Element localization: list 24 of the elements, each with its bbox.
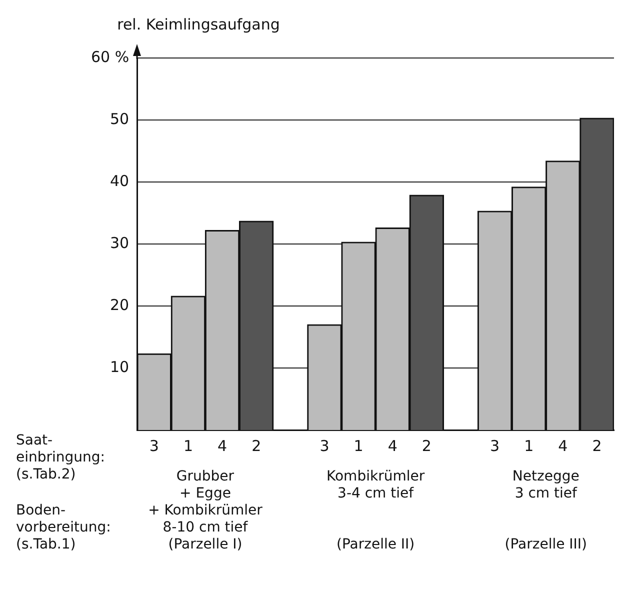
text: Boden- vorbereitung: (s.Tab.1) [16,502,111,553]
y-tick-label: 20 [110,296,130,314]
x-tick-label: 1 [183,436,193,455]
y-tick-label: 30 [110,234,130,252]
x-tick-label: 4 [388,436,398,455]
x-tick-label: 2 [422,436,432,455]
text: Kombikrümler 3-4 cm tief (Parzelle II) [326,468,425,553]
y-tick-label: 40 [110,172,130,190]
x-tick-label: 3 [320,436,330,455]
x-tick-label: 4 [217,436,228,455]
x-tick-label: 1 [354,436,364,455]
y-tick-label: 60 % [91,48,130,66]
text: Saat- einbringung: (s.Tab.2) [16,432,106,483]
x-tick-label: 2 [252,436,262,455]
text: Grubber + Egge + Kombikrümler 8-10 cm tief (Parzelle I) [148,468,263,553]
y-tick-label: 50 [110,110,130,128]
x-tick-label: 3 [149,436,159,455]
y-tick-label: 10 [110,358,130,376]
x-tick-label: 2 [592,436,602,455]
text: Netzegge 3 cm tief (Parzelle III) [504,468,588,553]
x-tick-label: 4 [558,436,568,455]
x-tick-label: 1 [524,436,534,455]
y-axis-title: rel. Keimlingsaufgang [117,15,280,34]
x-tick-label: 3 [490,436,500,455]
